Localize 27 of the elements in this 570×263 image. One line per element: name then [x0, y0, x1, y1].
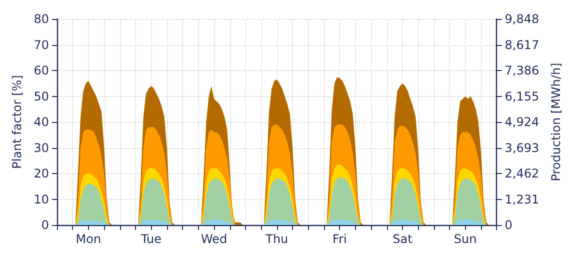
y-tick-label: 20 [34, 166, 49, 180]
y2-tick-label: 1,231 [504, 192, 540, 206]
y2-tick-label: 4,924 [504, 115, 540, 129]
y-tick-label: 50 [34, 89, 49, 104]
y2-tick-label: 6,155 [504, 89, 540, 104]
y2-tick-label: 3,693 [504, 140, 540, 155]
y-tick-label: 40 [34, 115, 49, 129]
y-tick-label: 30 [34, 140, 49, 155]
y-tick-label: 70 [34, 38, 49, 52]
y2-tick-label: 0 [504, 218, 512, 232]
y-tick-label: 0 [41, 218, 49, 232]
x-tick-label: Wed [200, 232, 228, 246]
y-tick-label: 60 [34, 64, 49, 78]
x-tick-label: Fri [332, 232, 347, 246]
y2-tick-label: 2,462 [504, 166, 540, 180]
y-axis-title: Plant factor [%] [10, 75, 24, 169]
y2-tick-label: 9,848 [504, 12, 540, 26]
y2-tick-label: 8,617 [504, 38, 540, 52]
y2-tick-label: 7,386 [504, 64, 540, 78]
x-tick-label: Tue [140, 232, 162, 246]
x-tick-label: Sat [392, 232, 413, 246]
y2-axis-title: Production [MWh/h] [549, 62, 563, 182]
y-tick-label: 80 [34, 12, 49, 26]
y-tick-label: 10 [34, 192, 49, 206]
x-tick-label: Sun [454, 232, 477, 246]
x-tick-label: Thu [264, 232, 288, 246]
x-tick-label: Mon [76, 232, 102, 246]
